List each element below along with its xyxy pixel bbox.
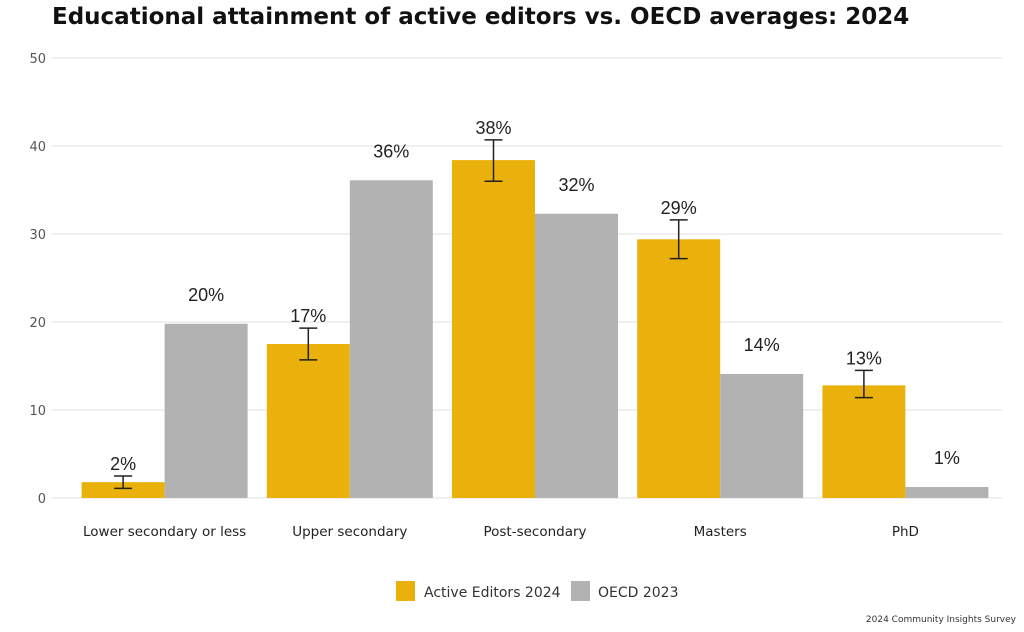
bar: [905, 487, 989, 498]
x-axis: Lower secondary or less Upper secondary Po…: [83, 524, 919, 540]
data-label: 17%: [290, 306, 326, 326]
x-tick-label: PhD: [892, 524, 919, 540]
x-tick-label: Masters: [694, 524, 747, 540]
y-tick-label: 30: [29, 228, 46, 243]
y-tick-label: 0: [38, 492, 46, 507]
data-label: 14%: [744, 335, 780, 355]
legend: Active Editors 2024 OECD 2023: [396, 581, 679, 601]
bar: [164, 323, 248, 498]
y-tick-label: 10: [29, 404, 46, 419]
legend-swatch-active-editors: [396, 581, 415, 601]
bar: [266, 344, 350, 498]
source-note: 2024 Community Insights Survey: [866, 615, 1017, 625]
bar: [452, 160, 535, 498]
y-axis: 0 10 20 30 40 50: [29, 52, 46, 507]
data-label: 38%: [475, 118, 511, 138]
data-label: 20%: [188, 285, 224, 305]
bar: [81, 482, 165, 498]
error-bars: [114, 139, 873, 490]
y-tick-label: 50: [29, 52, 46, 67]
bar: [720, 373, 804, 498]
data-labels: 2% 20% 17% 36% 38% 32% 29% 14% 13% 1%: [110, 118, 960, 474]
bars: [81, 160, 989, 498]
data-label: 29%: [661, 198, 697, 218]
data-label: 32%: [558, 175, 594, 195]
x-tick-label: Upper secondary: [292, 524, 407, 540]
legend-swatch-oecd: [571, 581, 590, 601]
x-tick-label: Post-secondary: [483, 524, 586, 540]
bar: [822, 385, 906, 498]
bar: [535, 213, 618, 498]
y-tick-label: 20: [29, 316, 46, 331]
bar: [637, 239, 721, 498]
x-tick-label: Lower secondary or less: [83, 524, 246, 540]
data-label: 13%: [846, 348, 882, 368]
data-label: 1%: [934, 448, 960, 468]
legend-label-oecd: OECD 2023: [598, 585, 679, 601]
bar: [349, 180, 433, 498]
data-label: 2%: [110, 454, 136, 474]
legend-label-active-editors: Active Editors 2024: [424, 585, 561, 601]
data-label: 36%: [373, 141, 409, 161]
y-tick-label: 40: [29, 140, 46, 155]
chart-title: Educational attainment of active editors…: [52, 4, 909, 30]
